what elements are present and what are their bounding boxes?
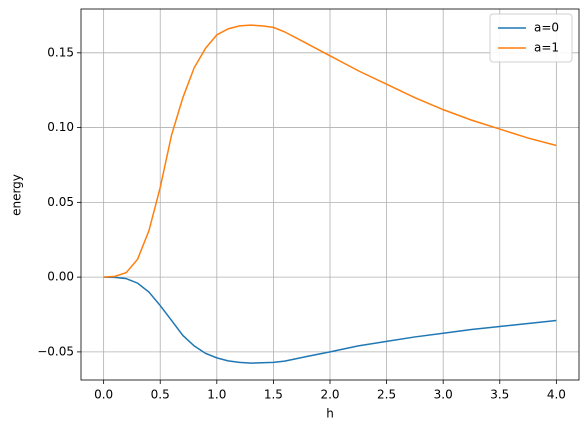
plot-frame: [80, 8, 580, 381]
x-tick-label: 3.0: [434, 388, 453, 402]
x-tick-label: 2.5: [377, 388, 396, 402]
x-tick-label: 3.5: [490, 388, 509, 402]
y-tick-label: −0.05: [37, 344, 74, 358]
y-tick-label: 0.10: [47, 120, 74, 134]
line-series: [103, 276, 557, 364]
legend-box: [489, 13, 573, 63]
y-tick-label: 0.05: [47, 195, 74, 209]
legend-label: a=0: [534, 21, 559, 35]
x-tick-label: 0.0: [94, 388, 113, 402]
y-tick-label: 0.15: [47, 45, 74, 59]
x-axis-label: h: [326, 407, 334, 421]
x-tick-label: 1.0: [207, 388, 226, 402]
y-tick-label: 0.00: [47, 270, 74, 284]
legend-label: a=1: [534, 41, 559, 55]
x-tick-label: 4.0: [547, 388, 566, 402]
y-axis-label: energy: [10, 174, 24, 216]
x-tick-label: 2.0: [320, 388, 339, 402]
line-series: [103, 24, 557, 278]
x-tick-label: 0.5: [151, 388, 170, 402]
x-tick-label: 1.5: [264, 388, 283, 402]
